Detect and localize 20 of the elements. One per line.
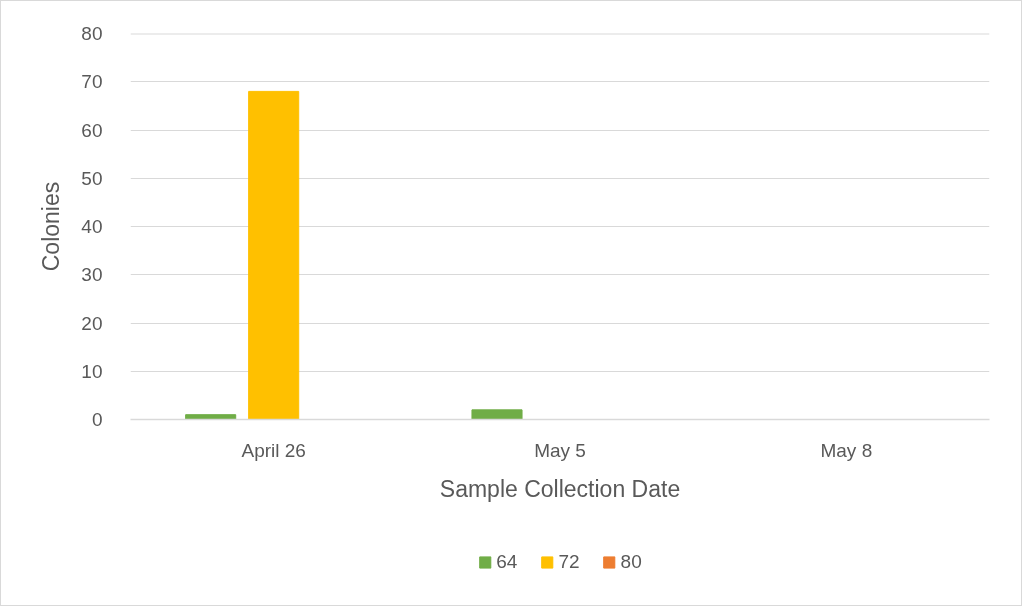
x-tick-label: April 26 [241, 439, 306, 461]
y-tick-label: 30 [81, 264, 103, 286]
x-tick-label: May 5 [534, 439, 586, 461]
legend-label: 80 [620, 551, 642, 573]
y-tick-label: 50 [81, 167, 103, 189]
y-tick-label: 0 [91, 409, 103, 430]
y-tick-label: 80 [81, 23, 103, 44]
y-tick-label: 10 [81, 360, 103, 382]
y-axis-title: Colonies [38, 181, 65, 272]
y-tick-label: 60 [81, 119, 103, 141]
legend-label: 72 [558, 551, 580, 573]
y-tick-label: 40 [81, 216, 103, 237]
x-tick-label: May 8 [820, 439, 873, 461]
y-tick-label: 20 [81, 312, 103, 334]
bar [471, 409, 523, 420]
legend-label: 64 [496, 551, 518, 573]
bar [185, 414, 237, 420]
bar [248, 90, 300, 420]
y-tick-label: 70 [81, 71, 103, 93]
x-axis-title: Sample Collection Date [439, 475, 681, 502]
